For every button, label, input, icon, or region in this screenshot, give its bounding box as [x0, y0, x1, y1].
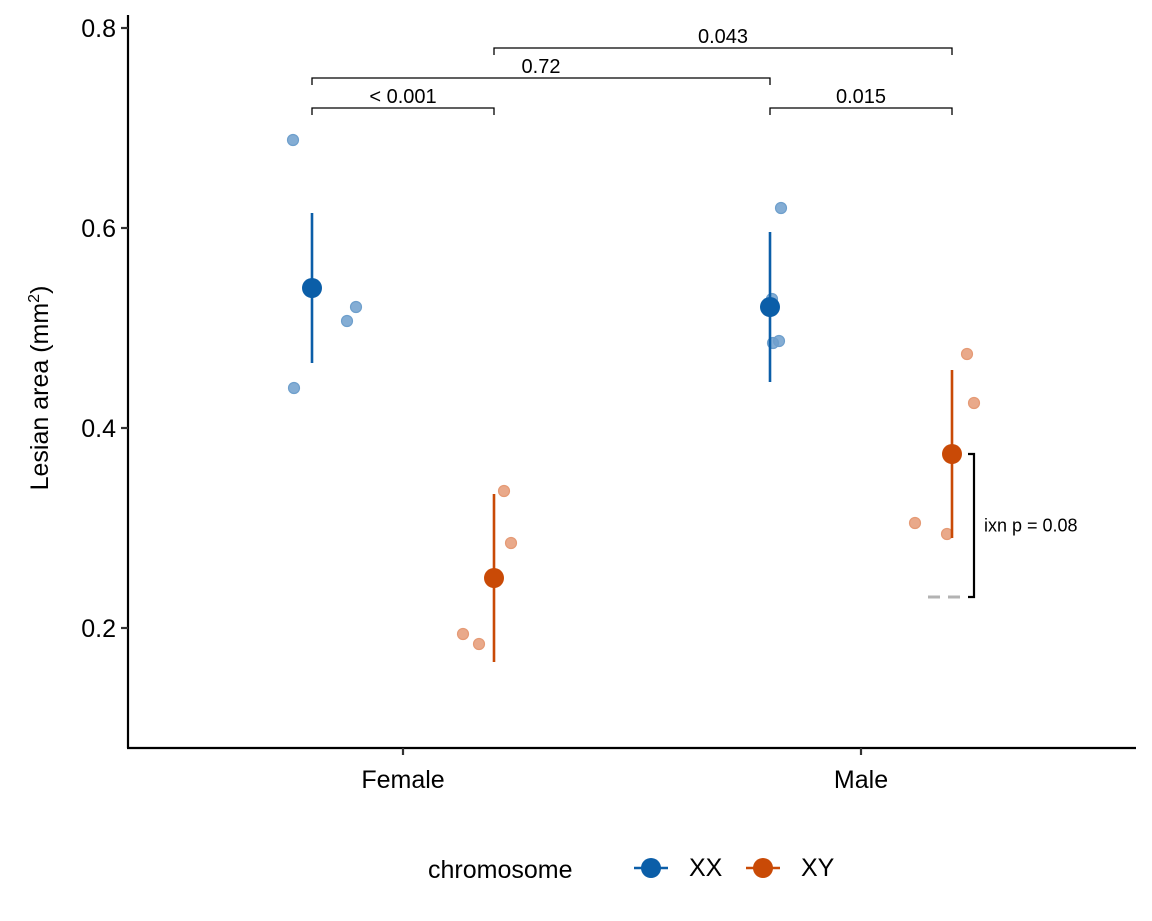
mean-point-xx: [302, 278, 322, 298]
p-value-label: 0.015: [836, 86, 886, 108]
data-point-xx: [287, 381, 301, 395]
data-point-xy: [456, 627, 470, 641]
p-value-label: < 0.001: [369, 86, 436, 108]
significance-bracket: [311, 107, 495, 115]
legend-label-xx: XX: [689, 854, 723, 882]
legend-key-point-xx: [641, 858, 661, 878]
y-tick-label: 0.6: [81, 215, 116, 243]
data-point-xy: [960, 347, 974, 361]
data-point-xy: [967, 396, 981, 410]
interaction-bracket: [968, 452, 976, 599]
y-axis-title: Lesian area (mm2): [26, 286, 54, 491]
x-tick-label-male: Male: [834, 766, 888, 794]
legend-key-point-xy: [753, 858, 773, 878]
data-point-xy: [908, 516, 922, 530]
y-tick-label: 0.4: [81, 415, 116, 443]
significance-bracket: [311, 77, 771, 85]
mean-point-xy: [484, 568, 504, 588]
interaction-annotation: ixn p = 0.08: [928, 452, 1078, 599]
data-point-xy: [472, 637, 486, 651]
data-point-xx: [340, 314, 354, 328]
x-axis: Female Male: [127, 746, 1136, 794]
data-point-xx: [349, 300, 363, 314]
mean-point-xy: [942, 444, 962, 464]
x-tick-label-female: Female: [361, 766, 444, 794]
significance-bracket: [493, 47, 953, 55]
raw-points: [286, 133, 981, 651]
y-axis: 0.2 0.4 0.6 0.8: [81, 15, 130, 748]
p-value-label: 0.043: [698, 26, 748, 48]
data-point-xy: [504, 536, 518, 550]
y-tick-label: 0.8: [81, 15, 116, 43]
significance-bracket: [769, 107, 953, 115]
error-bars: [310, 213, 954, 662]
mean-point-xx: [760, 297, 780, 317]
legend-title: chromosome: [428, 856, 573, 884]
data-point-xy: [497, 484, 511, 498]
legend: chromosome XX XY: [428, 854, 835, 884]
significance-brackets: < 0.001 0.015 0.72 0.043: [311, 26, 953, 115]
legend-label-xy: XY: [801, 854, 835, 882]
data-point-xx: [774, 201, 788, 215]
mean-points: [302, 278, 962, 588]
p-value-label: 0.72: [522, 56, 561, 78]
y-tick-label: 0.2: [81, 615, 116, 643]
data-point-xx: [286, 133, 300, 147]
interaction-label: ixn p = 0.08: [984, 516, 1078, 536]
